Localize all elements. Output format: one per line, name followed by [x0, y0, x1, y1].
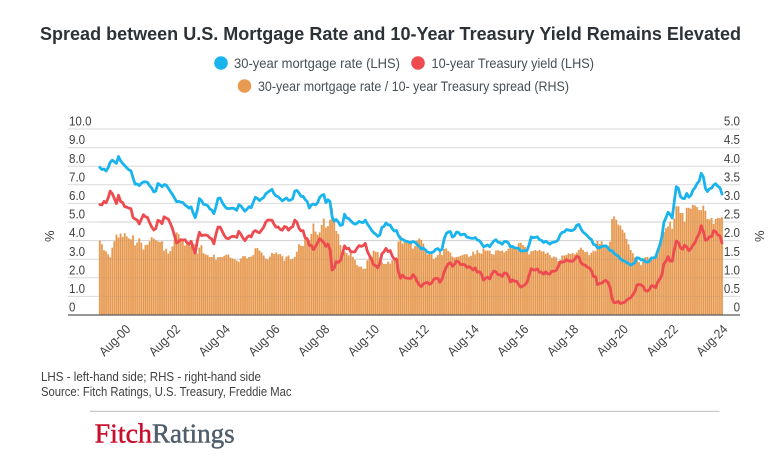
svg-text:5.0: 5.0	[69, 207, 85, 222]
svg-text:LHS - left-hand side; RHS - ri: LHS - left-hand side; RHS - right-hand s…	[41, 369, 261, 384]
svg-text:1.0: 1.0	[724, 262, 740, 277]
svg-text:3.0: 3.0	[724, 188, 740, 203]
svg-text:Ratings: Ratings	[152, 418, 235, 449]
svg-text:1.5: 1.5	[724, 244, 740, 259]
svg-text:10-year Treasury yield (LHS): 10-year Treasury yield (LHS)	[432, 55, 595, 71]
svg-text:5.0: 5.0	[724, 114, 740, 129]
svg-text:4.0: 4.0	[724, 151, 740, 166]
svg-text:Source: Fitch Ratings, U.S. Tr: Source: Fitch Ratings, U.S. Treasury, Fr…	[41, 384, 292, 399]
svg-text:3.5: 3.5	[724, 169, 740, 184]
svg-text:Spread between U.S. Mortgage R: Spread between U.S. Mortgage Rate and 10…	[40, 23, 741, 44]
svg-text:%: %	[42, 230, 57, 242]
svg-text:10.0: 10.0	[69, 114, 92, 129]
svg-text:30-year mortgage rate (LHS): 30-year mortgage rate (LHS)	[234, 55, 400, 71]
svg-text:0: 0	[69, 300, 75, 315]
svg-text:4.5: 4.5	[724, 132, 740, 147]
svg-text:0.5: 0.5	[724, 281, 740, 296]
svg-text:8.0: 8.0	[69, 151, 85, 166]
svg-text:1.0: 1.0	[69, 281, 85, 296]
svg-text:Fitch: Fitch	[95, 418, 153, 449]
svg-text:9.0: 9.0	[69, 132, 85, 147]
svg-text:3.0: 3.0	[69, 244, 85, 259]
svg-text:2.0: 2.0	[724, 225, 740, 240]
svg-text:30-year mortgage rate / 10- ye: 30-year mortgage rate / 10- year Treasur…	[258, 78, 569, 94]
svg-text:2.0: 2.0	[69, 262, 85, 277]
svg-text:7.0: 7.0	[69, 169, 85, 184]
svg-text:%: %	[752, 230, 767, 242]
svg-text:4.0: 4.0	[69, 225, 85, 240]
svg-text:2.5: 2.5	[724, 207, 740, 222]
svg-text:0: 0	[734, 300, 740, 315]
svg-text:6.0: 6.0	[69, 188, 85, 203]
